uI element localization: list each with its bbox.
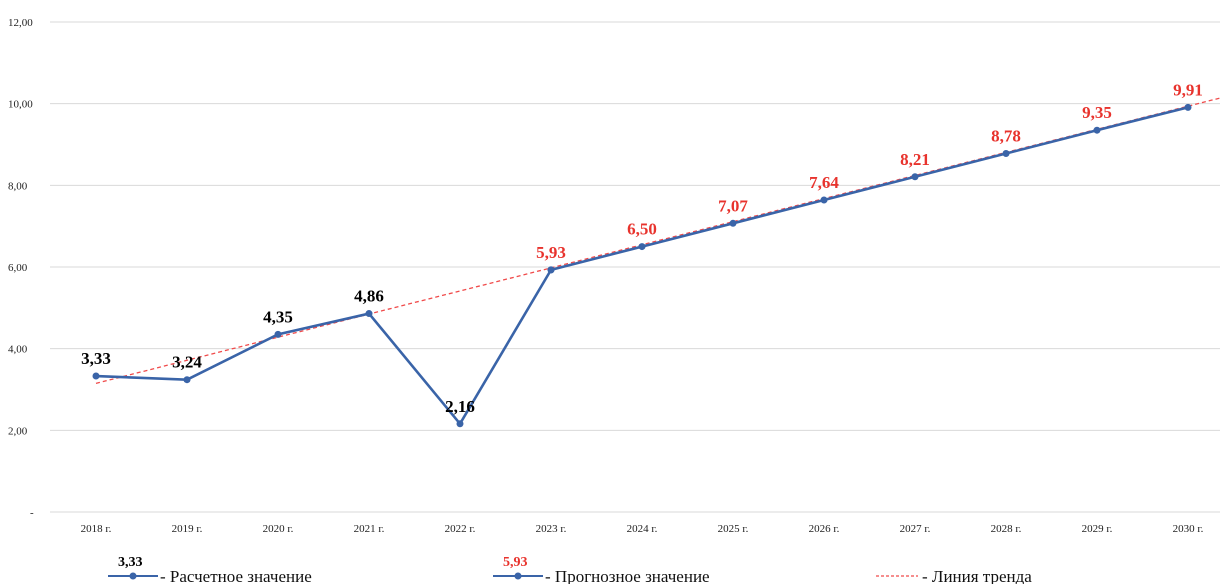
data-label: 4,35: [263, 307, 293, 326]
x-tick-label: 2029 г.: [1082, 523, 1113, 535]
series-layer: [92, 103, 1192, 428]
data-label: 7,64: [809, 173, 839, 192]
x-tick-label: 2018 г.: [81, 523, 112, 535]
data-label: 9,91: [1173, 80, 1203, 99]
x-tick-label: 2028 г.: [991, 523, 1022, 535]
data-label: 5,93: [536, 243, 566, 262]
data-point: [1002, 149, 1010, 157]
data-label: 7,07: [718, 196, 748, 215]
data-point: [365, 310, 373, 318]
data-label: 8,21: [900, 150, 930, 169]
y-tick-label: 2,00: [8, 425, 28, 437]
data-point: [547, 266, 555, 274]
legend-item-trend: - Линия тренда: [876, 567, 1032, 584]
y-tick-label: 6,00: [8, 262, 28, 274]
legend-item-forecast: 5,93 - Прогнозное значение: [493, 555, 710, 584]
y-axis-ticks: - 2,00 4,00 6,00 8,00 10,00 12,00: [8, 17, 34, 519]
x-tick-label: 2024 г.: [627, 523, 658, 535]
x-tick-label: 2020 г.: [263, 523, 294, 535]
x-tick-label: 2025 г.: [718, 523, 749, 535]
y-tick-label: 12,00: [8, 17, 33, 29]
y-tick-label: 8,00: [8, 180, 28, 192]
data-label: 6,50: [627, 220, 657, 239]
data-labels: 3,33 3,24 4,35 4,86 2,16 5,93 6,50 7,07 7,64 8,21…: [81, 80, 1203, 415]
data-point: [1093, 126, 1101, 134]
data-point: [820, 196, 828, 204]
legend-sample-forecast: 5,93: [503, 555, 528, 570]
legend-marker-calculated: [129, 572, 137, 580]
data-point: [274, 330, 282, 338]
data-point: [1184, 103, 1192, 111]
data-point: [911, 173, 919, 181]
legend: 3,33 - Расчетное значение 5,93 - Прогноз…: [108, 555, 1032, 584]
legend-item-calculated: 3,33 - Расчетное значение: [108, 555, 312, 584]
data-point: [638, 243, 646, 251]
x-axis-ticks: 2018 г. 2019 г. 2020 г. 2021 г. 2022 г. 2023 …: [81, 523, 1204, 535]
data-label: 3,33: [81, 349, 111, 368]
gridlines: [50, 21, 1220, 513]
data-point: [456, 420, 464, 428]
legend-sample-calculated: 3,33: [118, 555, 143, 570]
series-line-calculated: [95, 269, 553, 427]
x-tick-label: 2022 г.: [445, 523, 476, 535]
legend-label-trend: - Линия тренда: [922, 567, 1032, 584]
x-tick-label: 2027 г.: [900, 523, 931, 535]
data-label: 9,35: [1082, 103, 1112, 122]
data-point: [92, 372, 100, 380]
data-label: 3,24: [172, 353, 202, 372]
legend-label-forecast: - Прогнозное значение: [545, 567, 710, 584]
series-line-forecast: [550, 106, 1189, 272]
data-point: [729, 219, 737, 227]
data-label: 2,16: [445, 397, 475, 416]
legend-label-calculated: - Расчетное значение: [160, 567, 312, 584]
x-tick-label: 2030 г.: [1173, 523, 1204, 535]
y-tick-label: 10,00: [8, 99, 33, 111]
data-label: 8,78: [991, 126, 1021, 145]
y-tick-label: 4,00: [8, 344, 28, 356]
x-tick-label: 2019 г.: [172, 523, 203, 535]
y-tick-label: -: [30, 507, 34, 519]
data-label: 4,86: [354, 287, 384, 306]
x-tick-label: 2026 г.: [809, 523, 840, 535]
legend-marker-forecast: [514, 572, 522, 580]
data-point: [183, 376, 191, 384]
x-tick-label: 2023 г.: [536, 523, 567, 535]
x-tick-label: 2021 г.: [354, 523, 385, 535]
